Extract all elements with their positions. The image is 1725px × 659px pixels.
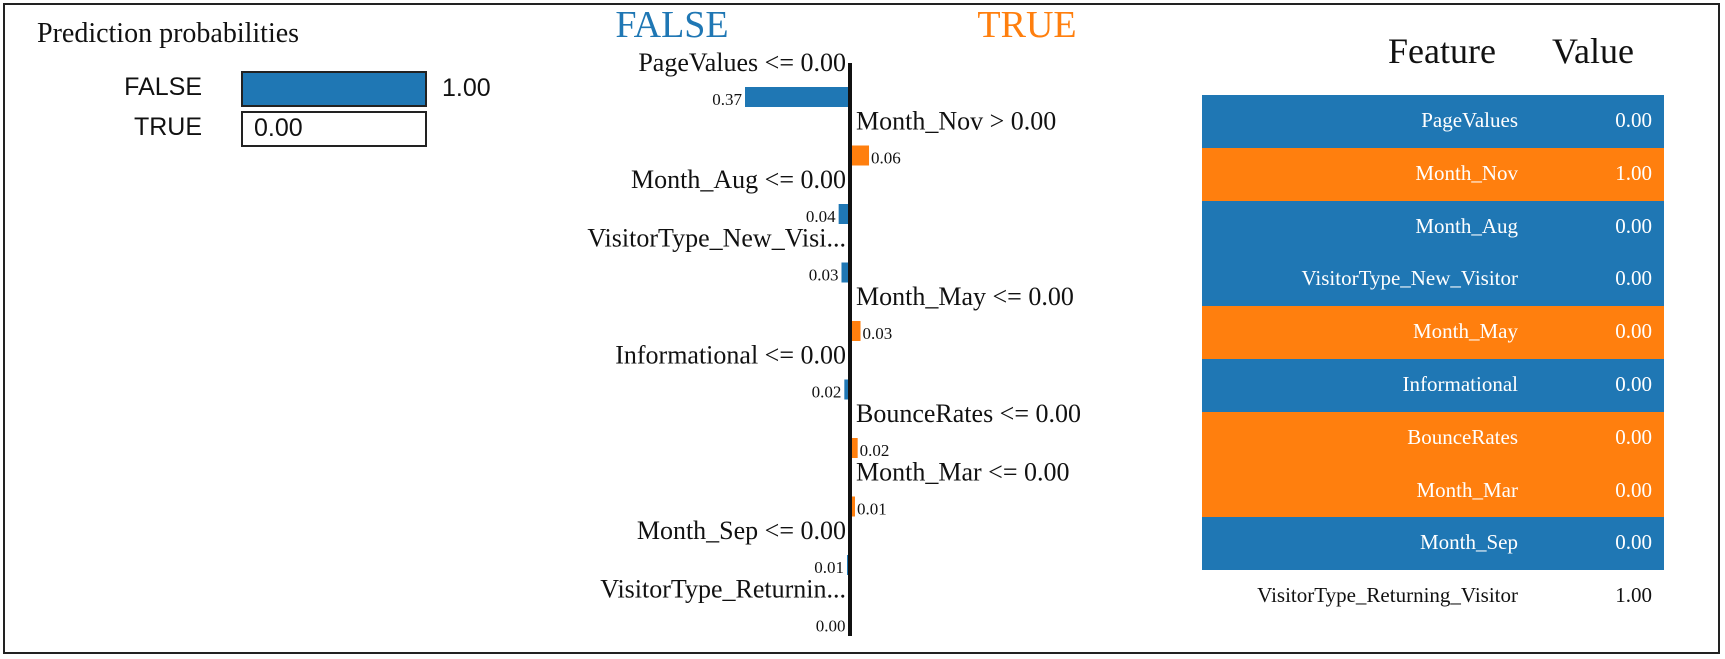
table-cell-value: 1.00: [1615, 160, 1652, 185]
table-cell-feature: Month_Aug: [1415, 213, 1518, 238]
probability-label: TRUE: [133, 113, 202, 141]
feature-label: Month_Aug <= 0.00: [631, 165, 846, 194]
table-cell-value: 0.00: [1615, 477, 1652, 502]
table-cell-feature: VisitorType_Returning_Visitor: [1257, 583, 1518, 608]
table-cell-value: 0.00: [1615, 266, 1652, 291]
table-cell-value: 0.00: [1615, 108, 1652, 132]
probability-row: FALSE 1.00: [0, 71, 520, 111]
feature-weight-label: 0.01: [814, 558, 844, 577]
feature-bar: [841, 262, 850, 283]
feature-bar: [852, 438, 858, 458]
table-cell-feature: VisitorType_New_Visitor: [1301, 266, 1518, 291]
table-row: Month_Sep 0.00: [1202, 517, 1664, 571]
table-header-feature: Feature: [1388, 31, 1496, 71]
table-cell-feature: Month_May: [1413, 319, 1518, 344]
table-cell-value: 0.00: [1615, 319, 1652, 344]
feature-label: BounceRates <= 0.00: [856, 399, 1081, 428]
probability-bar: [241, 71, 427, 107]
feature-label: VisitorType_New_Visi...: [587, 224, 846, 253]
feature-label: Informational <= 0.00: [615, 341, 846, 370]
feature-weight-label: 0.06: [871, 149, 901, 168]
feature-weight-label: 0.02: [812, 383, 842, 402]
table-row: VisitorType_Returning_Visitor 1.00: [1202, 570, 1664, 623]
feature-weight-label: 0.03: [809, 266, 839, 285]
feature-label: Month_May <= 0.00: [856, 282, 1074, 311]
table-cell-value: 0.00: [1615, 424, 1652, 449]
feature-weight-label: 0.01: [857, 500, 887, 519]
class-header-false: FALSE: [615, 4, 728, 46]
feature-bar: [745, 87, 850, 107]
table-cell-value: 0.00: [1615, 372, 1652, 396]
table-cell-value: 0.00: [1615, 530, 1652, 555]
feature-weight-label: 0.00: [816, 617, 846, 636]
probability-bar: [241, 111, 427, 147]
class-header-true: TRUE: [977, 4, 1076, 46]
feature-label: VisitorType_Returnin...: [600, 575, 846, 604]
feature-bar: [852, 496, 855, 517]
table-row: BounceRates 0.00: [1202, 411, 1664, 465]
feature-bar: [852, 321, 861, 341]
prediction-probabilities-title: Prediction probabilities: [37, 18, 300, 49]
table-row: Month_Aug 0.00: [1202, 200, 1664, 254]
table-header-value: Value: [1552, 31, 1634, 71]
table-cell-value: 0.00: [1615, 213, 1652, 238]
feature-weight-label: 0.02: [860, 441, 890, 460]
table-cell-feature: Informational: [1402, 372, 1518, 396]
feature-label: Month_Mar <= 0.00: [856, 458, 1069, 487]
probability-value: 0.00: [254, 114, 303, 142]
feature-bar: [844, 379, 850, 400]
table-row: PageValues 0.00: [1202, 95, 1664, 148]
table-cell-feature: BounceRates: [1407, 424, 1518, 449]
table-cell-feature: Month_Sep: [1419, 530, 1518, 555]
table-cell-feature: PageValues: [1421, 108, 1518, 132]
probability-label: FALSE: [124, 73, 202, 101]
table-row: Month_May 0.00: [1202, 306, 1664, 360]
feature-label: PageValues <= 0.00: [638, 48, 846, 77]
probability-row: TRUE 0.00: [0, 111, 520, 151]
probability-bar-fill: [243, 73, 425, 105]
table-cell-feature: Month_Nov: [1415, 160, 1518, 185]
feature-label: Month_Nov > 0.00: [856, 107, 1056, 136]
feature-weight-label: 0.03: [863, 324, 893, 343]
table-row: Informational 0.00: [1202, 359, 1664, 412]
feature-bar: [852, 145, 870, 166]
table-cell-value: 1.00: [1615, 583, 1652, 608]
probability-value: 1.00: [442, 74, 491, 102]
table-row: VisitorType_New_Visitor 0.00: [1202, 253, 1664, 307]
table-cell-feature: Month_Mar: [1416, 477, 1519, 502]
table-row: Month_Mar 0.00: [1202, 464, 1664, 518]
table-row: Month_Nov 1.00: [1202, 147, 1664, 201]
feature-weight-label: 0.37: [712, 90, 742, 109]
feature-weight-label: 0.04: [806, 207, 836, 226]
feature-label: Month_Sep <= 0.00: [637, 516, 846, 545]
feature-bar: [838, 204, 850, 224]
